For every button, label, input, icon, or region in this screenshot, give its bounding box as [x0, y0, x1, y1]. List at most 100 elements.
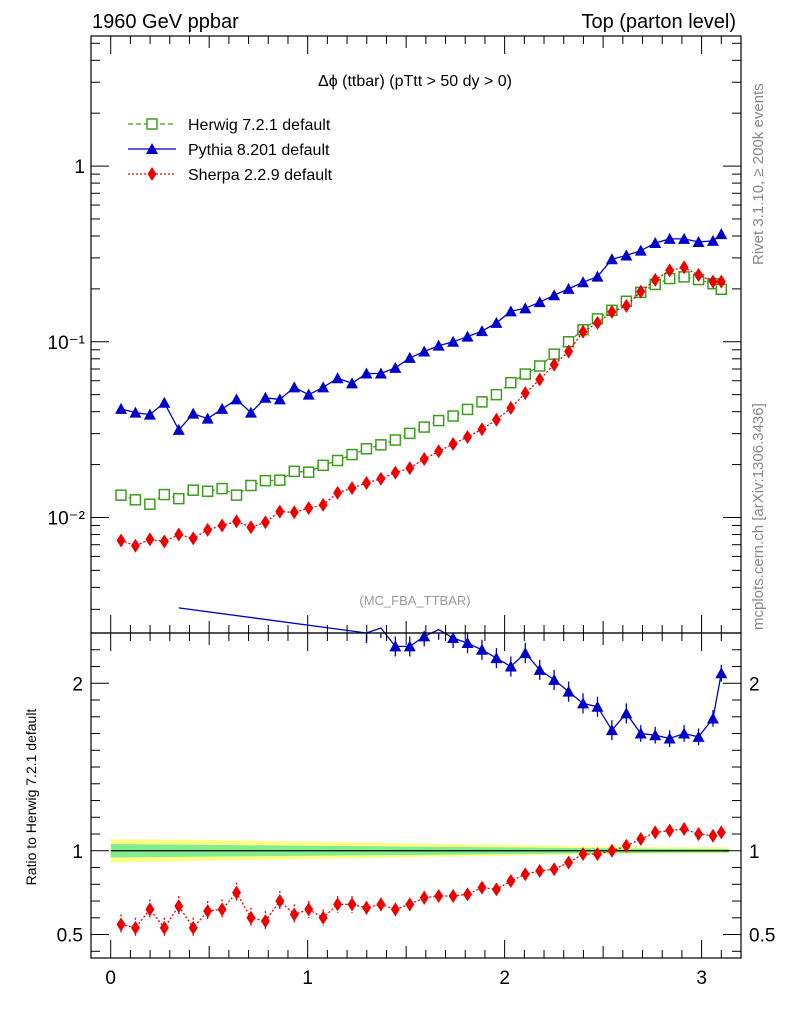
- herwig-point: [158, 488, 171, 501]
- ratio-sherpa-point: [506, 873, 516, 888]
- sherpa-point: [376, 471, 386, 486]
- ratio-pythia-point: [475, 643, 488, 655]
- ratio-pythia-point: [692, 730, 705, 742]
- ratio-sherpa-point: [116, 917, 126, 932]
- x-tick-label: 1: [302, 968, 313, 989]
- legend-marker-pythia: [146, 143, 158, 154]
- legend-marker-sherpa: [147, 167, 157, 181]
- pythia-point: [432, 339, 445, 351]
- sherpa-point: [506, 400, 516, 415]
- pythia-point: [605, 253, 618, 265]
- sherpa-point: [477, 422, 487, 437]
- herwig-point: [144, 498, 156, 510]
- ratio-sherpa-point: [434, 889, 444, 904]
- pythia-point: [475, 325, 488, 337]
- ratio-series-sherpa: [116, 822, 726, 938]
- sherpa-point: [246, 520, 256, 535]
- pythia-point: [706, 234, 719, 246]
- pythia-point: [447, 335, 460, 347]
- herwig-point: [519, 368, 532, 380]
- sherpa-point: [203, 522, 213, 537]
- herwig-point: [548, 348, 560, 360]
- sherpa-point: [347, 481, 357, 496]
- sherpa-point: [520, 386, 530, 401]
- sherpa-point: [665, 263, 675, 278]
- sherpa-point: [159, 534, 169, 549]
- pythia-point: [346, 377, 359, 389]
- ratio-sherpa-point: [636, 832, 646, 847]
- sherpa-point: [145, 532, 155, 547]
- ratio-sherpa-point: [376, 897, 386, 912]
- sherpa-point: [621, 298, 631, 313]
- sherpa-point: [116, 533, 126, 548]
- y-tick-label: 10⁻²: [48, 508, 86, 529]
- ratio-sherpa-point: [679, 822, 689, 837]
- herwig-point: [302, 466, 315, 478]
- pythia-point: [692, 235, 705, 247]
- ratio-sherpa-point: [520, 867, 530, 882]
- x-tick-label: 2: [499, 968, 510, 989]
- sherpa-point: [130, 538, 140, 553]
- plot-title: Δϕ (ttbar) (pTtt > 50 dy > 0): [318, 73, 512, 90]
- herwig-point: [404, 427, 416, 440]
- sherpa-point: [448, 436, 458, 451]
- ratio-pythia-point: [591, 700, 604, 712]
- ratio-y-tick-label-left: 0.5: [57, 926, 83, 947]
- herwig-point: [288, 465, 301, 478]
- sherpa-line: [120, 266, 722, 547]
- ratio-pythia-point: [715, 667, 728, 679]
- ratio-pythia-point: [605, 724, 618, 736]
- ratio-pythia-point: [577, 697, 590, 709]
- ratio-sherpa-point: [304, 902, 314, 917]
- legend-label-herwig: Herwig 7.2.1 default: [188, 117, 331, 134]
- legend-marker-herwig: [146, 118, 158, 130]
- ratio-series-pythia: [178, 607, 728, 747]
- herwig-point: [447, 410, 459, 422]
- ratio-ylabel: Ratio to Herwig 7.2.1 default: [23, 709, 39, 886]
- ratio-pythia-line: [178, 607, 722, 740]
- pythia-point: [172, 423, 185, 435]
- pythia-point: [302, 388, 315, 400]
- ratio-sherpa-point: [232, 885, 242, 900]
- main-marks: [115, 228, 728, 553]
- herwig-point: [490, 388, 503, 401]
- sherpa-point: [694, 267, 704, 282]
- pythia-point: [591, 270, 604, 282]
- pythia-point: [519, 302, 532, 314]
- herwig-point: [418, 421, 430, 433]
- main-series-sherpa: [116, 260, 726, 553]
- sherpa-point: [716, 274, 726, 289]
- ratio-panel: 0.5 0.5 1 1 2 2 0 1 2 3 Ratio to Herwig 7.2.1 def…: [23, 607, 775, 989]
- ratio-sherpa-point: [665, 823, 675, 838]
- pythia-point: [331, 372, 344, 384]
- pythia-point: [461, 330, 474, 342]
- sherpa-point: [549, 357, 559, 372]
- herwig-point: [389, 434, 402, 446]
- sherpa-point: [318, 497, 328, 512]
- pythia-point: [490, 316, 503, 328]
- herwig-point: [461, 403, 474, 416]
- ratio-sherpa-point: [405, 897, 415, 912]
- ratio-sherpa-point: [535, 863, 545, 878]
- pythia-point: [129, 406, 142, 418]
- ratio-sherpa-point: [174, 899, 184, 914]
- herwig-line: [120, 276, 722, 505]
- pythia-point: [678, 232, 691, 244]
- ratio-sherpa-point: [578, 847, 588, 862]
- ratio-pythia-point: [634, 727, 647, 739]
- ratio-sherpa-point: [347, 897, 357, 912]
- sherpa-point: [260, 515, 270, 530]
- ratio-sherpa-point: [246, 910, 256, 925]
- ratio-marks: [116, 607, 728, 938]
- herwig-point: [259, 474, 272, 487]
- ratio-frame: [90, 632, 742, 959]
- ratio-y-tick-label-left: 2: [72, 674, 83, 695]
- ratio-pythia-point: [461, 637, 474, 649]
- ratio-sherpa-point: [564, 855, 574, 870]
- sherpa-point: [564, 344, 574, 359]
- x-tick-label: 3: [696, 968, 707, 989]
- ratio-pythia-point: [620, 707, 633, 719]
- ratio-sherpa-point: [145, 902, 155, 917]
- ratio-pythia-point: [490, 652, 503, 664]
